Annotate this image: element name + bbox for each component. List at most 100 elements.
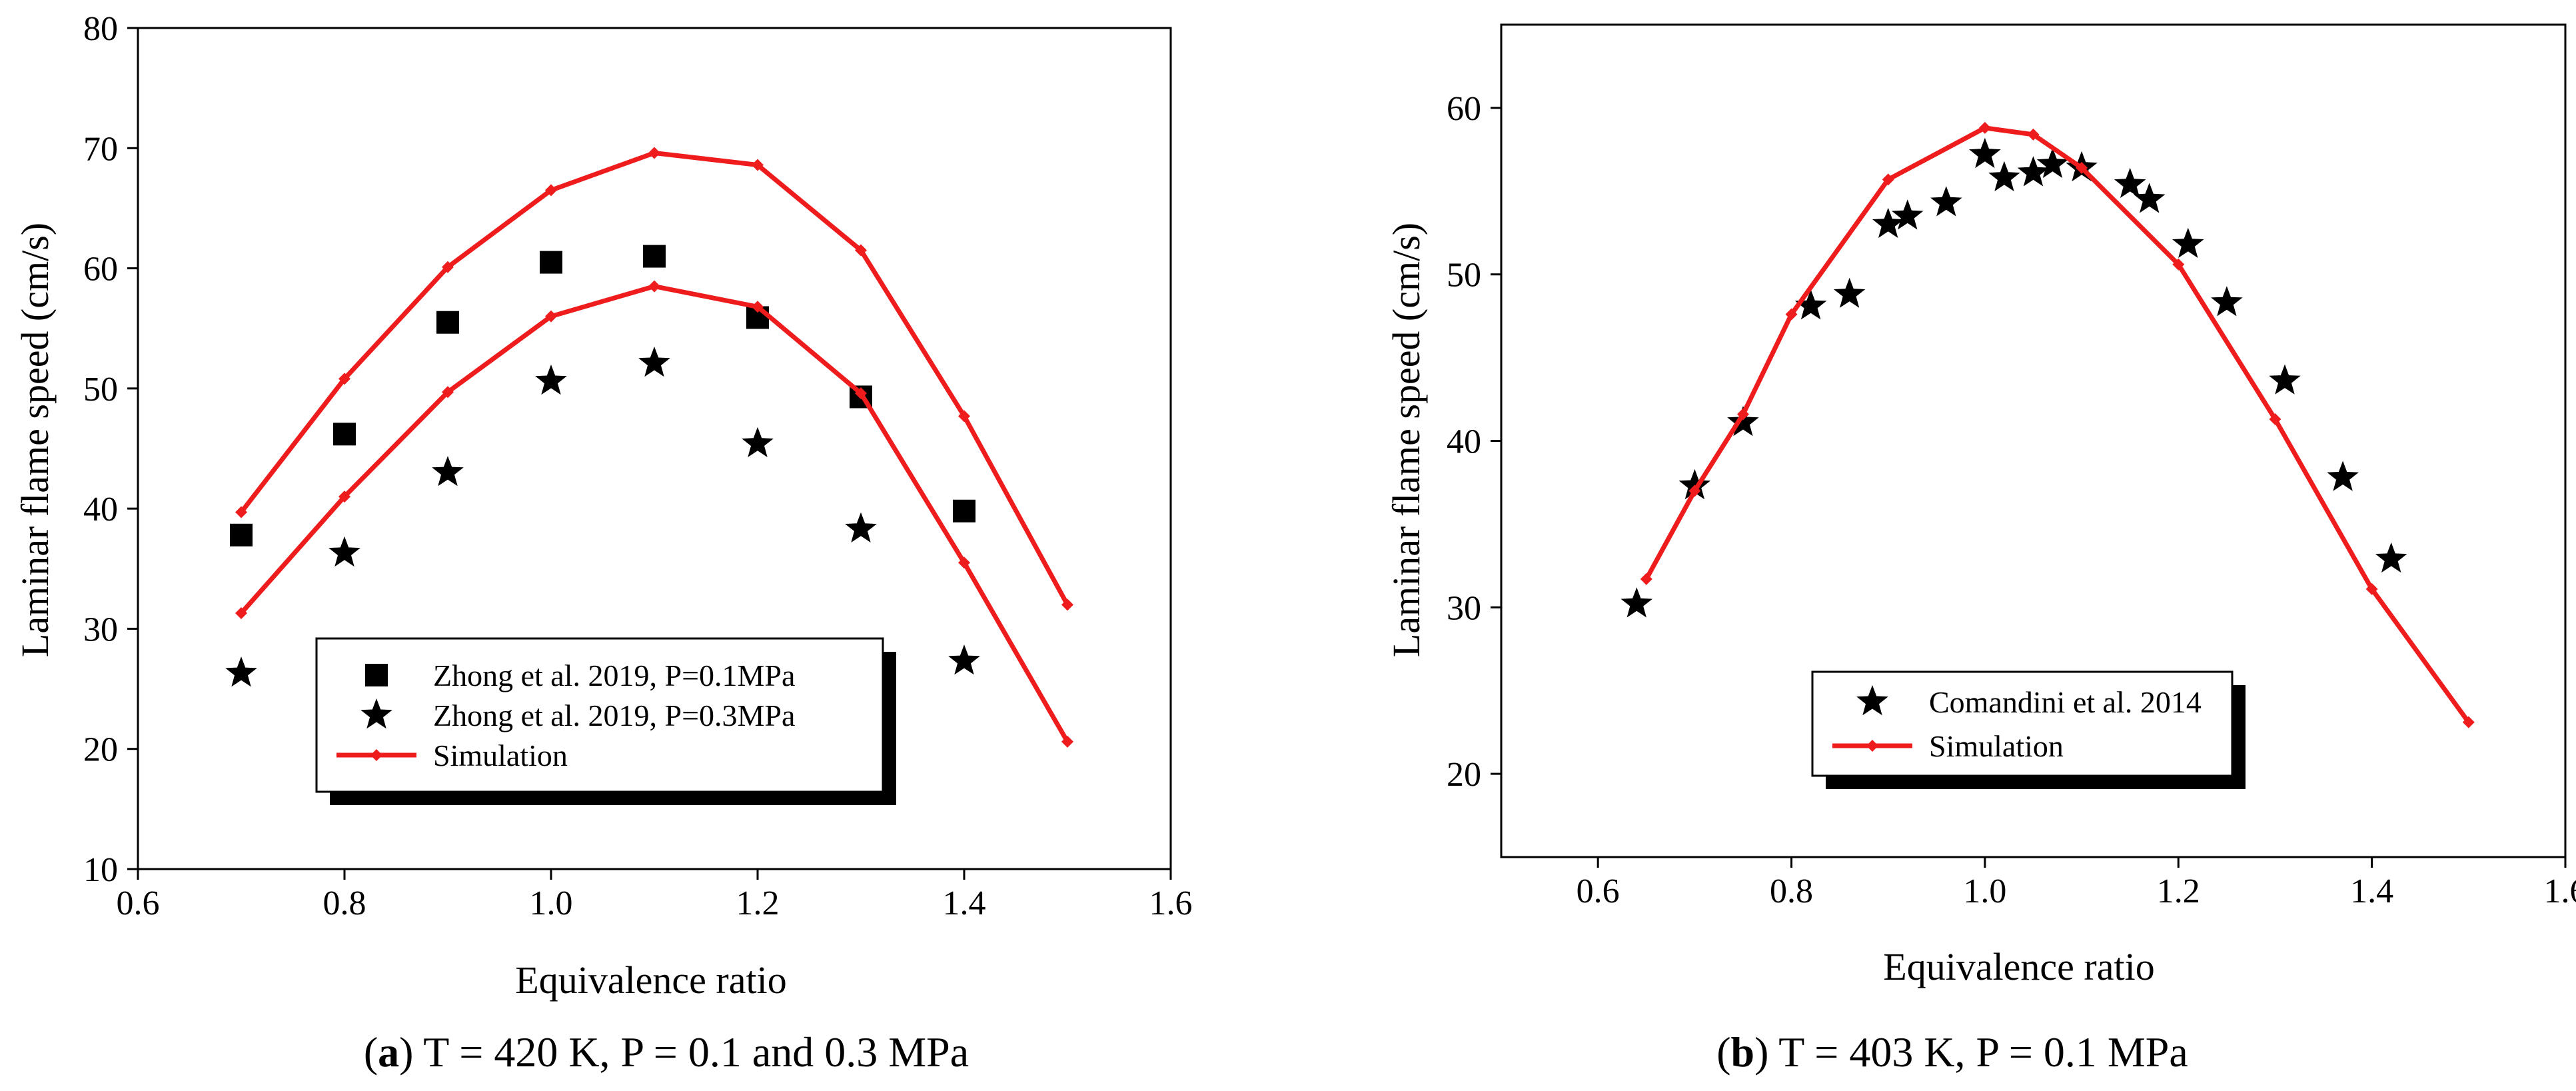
data-point-a-3-7 (958, 556, 970, 569)
y-tick-label-b-0: 20 (1447, 756, 1481, 794)
data-point-b-1-8 (2172, 258, 2185, 271)
data-point-b-1-1 (1688, 485, 1701, 497)
y-axis-label-a: Laminar flame speed (cm/s) (13, 223, 57, 657)
data-point-a-3-8 (1061, 735, 1073, 748)
x-axis-label-b: Equivalence ratio (1883, 945, 2154, 988)
data-point-a-1-2 (432, 456, 464, 487)
series-a-2 (235, 147, 1073, 611)
series-line-a-2 (239, 151, 1070, 606)
x-tick-label-a-4: 1.4 (943, 884, 986, 922)
y-axis-label-b: Laminar flame speed (cm/s) (1385, 223, 1428, 657)
legend-marker-b-0 (1856, 685, 1888, 716)
data-point-a-2-0 (235, 506, 247, 519)
data-point-a-3-3 (545, 310, 557, 323)
y-tick-label-b-2: 40 (1447, 423, 1481, 461)
data-point-b-1-7 (2076, 161, 2088, 174)
legend-marker-a-2 (370, 749, 382, 761)
legend-box-b (1811, 670, 2234, 777)
data-point-a-0-1 (333, 423, 356, 446)
data-point-b-1-4 (1882, 173, 1894, 186)
x-tick-label-b-4: 1.4 (2350, 872, 2393, 910)
data-point-b-0-18 (2327, 461, 2359, 491)
x-tick-label-a-3: 1.2 (736, 884, 780, 922)
y-tick-label-a-6: 70 (83, 130, 118, 168)
data-point-a-1-6 (845, 512, 877, 543)
caption-a: (a) T = 420 K, P = 0.1 and 0.3 MPa (364, 1028, 969, 1076)
data-point-a-1-4 (638, 347, 670, 377)
series-line-b-1 (1644, 125, 2471, 724)
x-tick-label-b-5: 1.6 (2544, 872, 2576, 910)
series-b-1 (1640, 121, 2475, 728)
data-point-a-3-4 (648, 280, 660, 293)
data-point-b-1-10 (2365, 582, 2378, 595)
data-point-b-1-9 (2269, 413, 2281, 426)
data-point-a-3-1 (338, 491, 350, 503)
data-point-a-0-4 (643, 245, 666, 268)
plot-area-b: 0.6 0.8 1.0 1.2 1.4 1.6 20 30 40 50 60 (1447, 23, 2576, 910)
legend-marker-a-0 (365, 664, 388, 686)
caption-body-a: T = 420 K, P = 0.1 and 0.3 MPa (413, 1028, 969, 1076)
data-point-b-0-11 (2036, 147, 2069, 179)
data-point-a-3-5 (752, 301, 764, 313)
data-point-a-0-0 (230, 523, 253, 546)
legend-b: Comandini et al. 2014 Simulation (1811, 670, 2246, 789)
legend-label-b-0: Comandini et al. 2014 (1929, 685, 2202, 719)
data-point-b-1-3 (1785, 308, 1798, 321)
data-point-b-0-3 (1794, 289, 1827, 320)
y-tick-label-a-1: 20 (83, 731, 118, 769)
data-point-b-0-13 (2114, 167, 2146, 198)
data-point-b-0-19 (2375, 542, 2407, 573)
y-tick-label-a-2: 30 (83, 610, 118, 648)
data-point-b-0-6 (1892, 199, 1924, 230)
y-tick-label-b-4: 60 (1447, 90, 1481, 128)
data-point-b-0-14 (2133, 183, 2166, 213)
x-tick-label-a-0: 0.6 (117, 884, 160, 922)
x-tick-label-b-2: 1.0 (1963, 872, 2006, 910)
x-tick-label-b-1: 0.8 (1770, 872, 1813, 910)
x-tick-label-a-2: 1.0 (530, 884, 573, 922)
data-point-a-2-1 (338, 373, 350, 385)
legend-box-a (315, 637, 884, 793)
data-point-a-0-2 (436, 311, 459, 334)
data-point-a-2-5 (752, 159, 764, 171)
legend-label-a-2: Simulation (433, 738, 568, 772)
data-point-a-1-0 (225, 656, 257, 687)
series-a-3 (235, 280, 1073, 748)
data-point-a-1-1 (328, 536, 360, 567)
y-tick-label-a-5: 60 (83, 251, 118, 289)
data-point-a-2-4 (648, 147, 660, 159)
data-point-b-0-1 (1678, 469, 1711, 500)
y-tick-label-a-7: 80 (83, 10, 118, 48)
data-point-a-3-2 (442, 386, 454, 399)
plot-area-a: 0.6 0.8 1.0 1.2 1.4 1.6 10 20 30 40 50 60 70 80 (83, 10, 1193, 922)
data-point-b-1-2 (1736, 408, 1749, 421)
x-axis-label-a: Equivalence ratio (515, 958, 786, 1002)
data-point-a-2-2 (442, 261, 454, 273)
data-point-a-0-3 (540, 251, 562, 274)
data-point-b-0-17 (2269, 364, 2301, 395)
data-point-a-0-7 (953, 499, 975, 523)
plot-frame-a (137, 27, 1172, 870)
y-tick-label-a-3: 40 (83, 491, 118, 529)
x-tick-label-b-0: 0.6 (1577, 872, 1620, 910)
caption-letter-a: a (378, 1028, 399, 1076)
data-point-b-0-8 (1969, 137, 2001, 169)
data-point-a-2-3 (545, 184, 557, 197)
data-point-a-1-3 (535, 365, 567, 395)
data-point-a-3-0 (235, 606, 247, 619)
legend-marker-a-1 (360, 698, 392, 729)
data-point-b-0-7 (1930, 186, 1962, 217)
chart-panel-b: 0.6 0.8 1.0 1.2 1.4 1.6 20 30 40 50 60 Comandini e… (1385, 23, 2576, 1076)
series-b-0 (1620, 137, 2407, 618)
data-point-b-0-10 (2017, 156, 2050, 187)
data-point-a-1-5 (742, 427, 774, 457)
legend-label-b-1: Simulation (1929, 729, 2064, 763)
y-tick-label-b-3: 50 (1447, 257, 1481, 295)
y-tick-label-b-1: 30 (1447, 589, 1481, 627)
data-point-b-0-4 (1833, 277, 1866, 308)
legend-marker-b-1 (1866, 740, 1878, 752)
data-point-b-1-6 (2027, 128, 2040, 141)
data-point-b-0-9 (1988, 161, 2020, 191)
legend-label-a-0: Zhong et al. 2019, P=0.1MPa (433, 658, 795, 692)
